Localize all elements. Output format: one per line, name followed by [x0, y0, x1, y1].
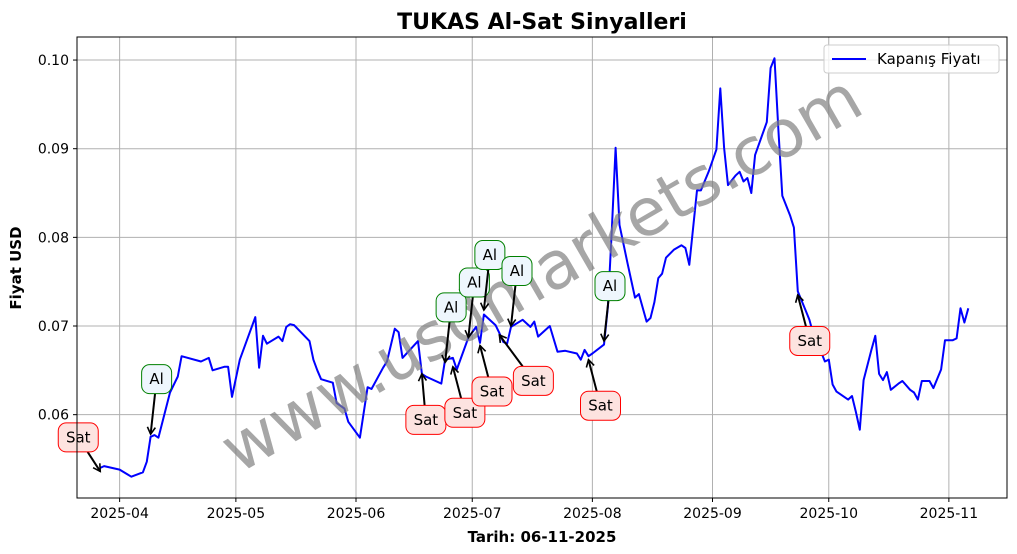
sell-signal: Sat [471, 343, 513, 407]
x-tick-label: 2025-08 [563, 506, 622, 522]
y-axis: 0.06 0.07 0.08 0.09 0.10 [38, 53, 77, 424]
arrow-icon [417, 372, 428, 406]
signal-box [57, 422, 99, 453]
x-tick-label: 2025-07 [443, 506, 502, 522]
arrow-icon [479, 269, 490, 312]
signal-label: Sat [453, 404, 478, 422]
signal-label: Sat [414, 411, 439, 429]
arrow-icon [146, 393, 157, 436]
signal-box [789, 325, 831, 356]
signal-box [594, 271, 626, 302]
signal-label: Al [483, 246, 497, 264]
plot-frame [76, 36, 1008, 499]
x-tick-label: 2025-11 [920, 506, 979, 522]
arrow-icon [441, 321, 451, 364]
signal-box [580, 390, 621, 421]
signal-label: Sat [521, 372, 546, 390]
legend: Kapanış Fiyatı [823, 44, 1000, 74]
watermark: www.usdmarkets.com [208, 59, 875, 488]
sell-signal: Sat [498, 333, 554, 396]
arrow-icon [449, 365, 463, 399]
arrow-icon [507, 285, 517, 328]
y-tick-label: 0.08 [38, 230, 69, 246]
y-tick-label: 0.07 [38, 319, 69, 335]
buy-signal: Al [474, 240, 506, 312]
signal-box [444, 397, 486, 428]
chart-title: TUKAS Al-Sat Sinyalleri [397, 10, 687, 35]
signal-box [458, 267, 490, 298]
arrow-icon [86, 451, 102, 473]
x-tick-label: 2025-05 [207, 506, 266, 522]
sell-signal: Sat [57, 422, 102, 473]
sell-signal: Sat [580, 358, 621, 421]
sell-signal: Sat [444, 365, 486, 428]
buy-signal: Al [458, 267, 490, 340]
arrow-icon [585, 358, 598, 392]
signal-label: Sat [66, 428, 91, 446]
x-tick-label: 2025-04 [90, 506, 149, 522]
signal-label: Al [467, 274, 481, 292]
x-axis-label: Tarih: 06-11-2025 [468, 528, 617, 546]
signal-box [474, 240, 506, 271]
sell-signal: Sat [405, 372, 447, 435]
buy-signal: Al [141, 364, 173, 436]
arrow-icon [477, 343, 490, 378]
signal-box [512, 365, 554, 396]
y-tick-label: 0.09 [38, 142, 69, 158]
arrow-icon [600, 300, 610, 343]
legend-label: Kapanış Fiyatı [877, 50, 981, 68]
signal-label: Al [510, 262, 524, 280]
signal-box [435, 292, 467, 323]
signal-box [471, 376, 513, 407]
signal-label: Al [149, 370, 163, 388]
signal-label: Sat [480, 383, 505, 401]
buy-signal: Al [435, 292, 467, 364]
y-axis-label: Fiyat USD [7, 226, 25, 309]
annotations: Sat Al Sat Al Sat Al Sat Al Sat Al Sat Al Sat [57, 240, 831, 473]
signal-label: Sat [797, 332, 822, 350]
x-tick-label: 2025-10 [800, 506, 859, 522]
signal-box [141, 364, 173, 395]
arrow-icon [794, 293, 807, 327]
signal-box [501, 256, 533, 287]
buy-signal: Al [594, 271, 626, 343]
sell-signal: Sat [789, 293, 831, 356]
y-tick-label: 0.10 [38, 53, 69, 69]
arrow-icon [498, 333, 524, 367]
signal-label: Sat [588, 397, 613, 415]
x-tick-label: 2025-09 [683, 506, 742, 522]
buy-signal: Al [501, 256, 533, 328]
x-axis: 2025-04 2025-05 2025-06 2025-07 2025-08 2025-… [90, 498, 978, 522]
arrow-icon [464, 296, 474, 340]
signal-label: Al [603, 277, 617, 295]
signal-label: Al [444, 298, 458, 316]
y-tick-label: 0.06 [38, 408, 69, 424]
x-tick-label: 2025-06 [327, 506, 386, 522]
